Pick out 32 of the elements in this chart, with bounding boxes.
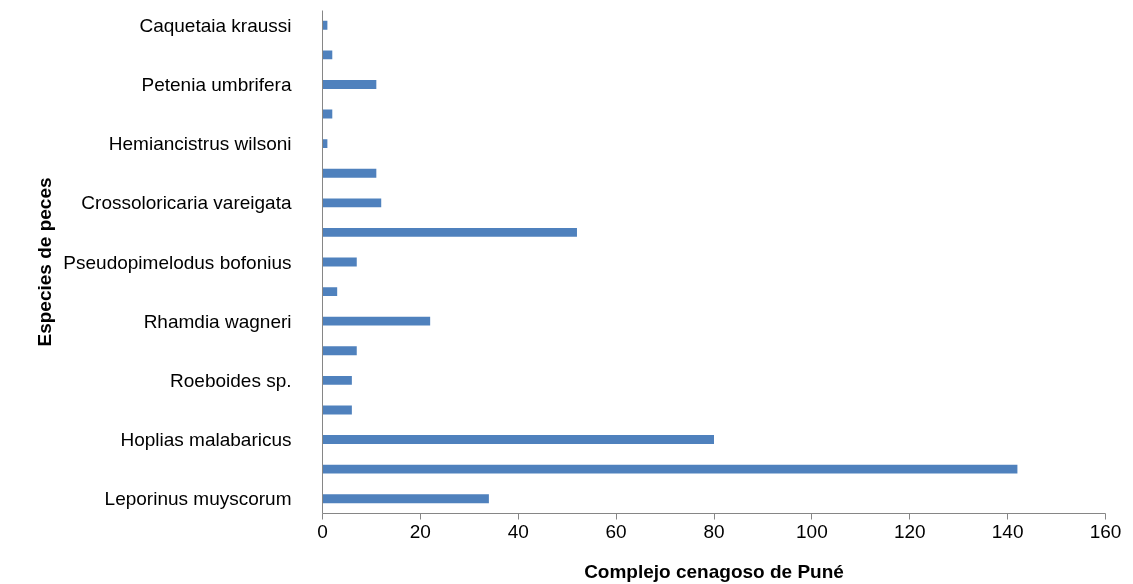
y-tick-label: Rhamdia wagneri: [143, 310, 292, 332]
y-tick-label: Hoplias malabaricus: [120, 429, 292, 451]
x-tick-label: 160: [1089, 520, 1122, 542]
y-tick-label: Leporinus muyscorum: [104, 488, 292, 510]
bar: [322, 346, 357, 356]
bar: [322, 287, 338, 297]
y-tick-label: Caquetaia kraussi: [139, 14, 292, 36]
bar: [322, 50, 333, 60]
x-tick-label: 120: [893, 520, 926, 542]
x-tick-label: 20: [409, 520, 431, 542]
y-tick-label: Crossoloricaria vareigata: [81, 192, 292, 214]
y-tick-label: Pseudopimelodus bofonius: [63, 251, 292, 273]
bar: [322, 316, 431, 326]
y-tick-label: Petenia umbrifera: [141, 73, 292, 95]
y-axis-title: Especies de peces: [34, 177, 56, 347]
x-tick-label: 0: [317, 520, 328, 542]
x-tick-label: 140: [991, 520, 1024, 542]
x-tick-label: 100: [796, 520, 828, 542]
bar: [322, 494, 489, 504]
x-axis-title: Complejo cenagoso de Puné: [584, 560, 844, 582]
bar: [322, 435, 714, 444]
x-tick-label: 40: [507, 520, 529, 542]
x-tick-label: 60: [605, 520, 627, 542]
y-tick-label: Roeboides sp.: [170, 369, 292, 391]
bar: [322, 198, 382, 208]
bar: [322, 464, 1018, 474]
bar: [322, 375, 352, 385]
bar: [322, 80, 377, 89]
bar: [322, 227, 577, 237]
bar: [322, 168, 377, 178]
y-tick-label: Hemiancistrus wilsoni: [108, 133, 292, 155]
x-tick-label: 80: [703, 520, 725, 542]
